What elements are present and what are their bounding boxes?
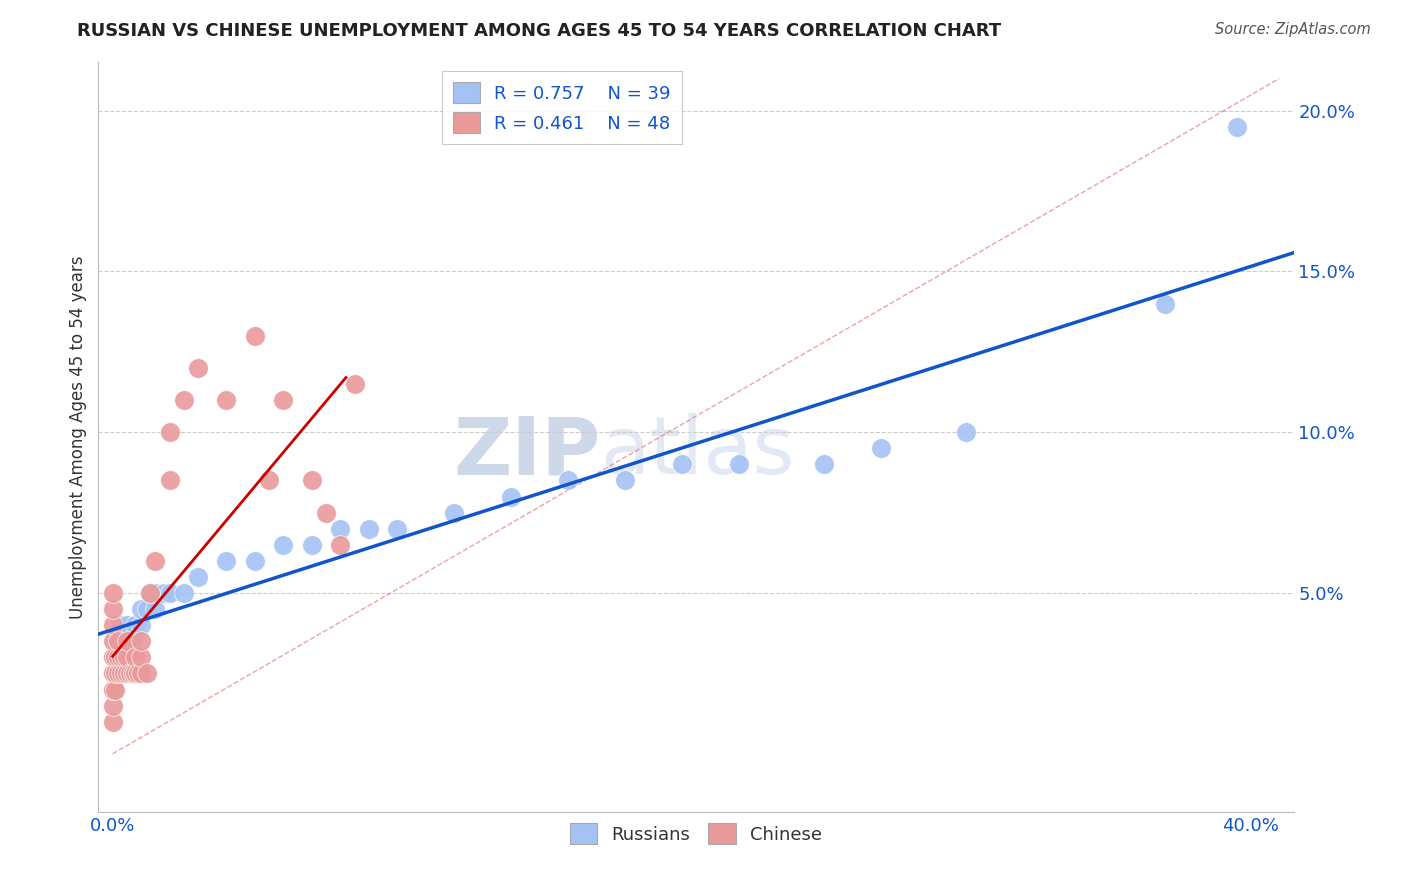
Point — [138, 586, 160, 600]
Point — [104, 666, 127, 681]
Point — [343, 377, 366, 392]
Point — [101, 634, 124, 648]
Point — [870, 442, 893, 456]
Point — [127, 666, 149, 681]
Point — [329, 522, 352, 536]
Point — [143, 602, 166, 616]
Point — [107, 650, 129, 665]
Point — [727, 458, 749, 472]
Point — [129, 602, 152, 616]
Text: Source: ZipAtlas.com: Source: ZipAtlas.com — [1215, 22, 1371, 37]
Point — [110, 666, 132, 681]
Point — [101, 682, 124, 697]
Point — [243, 554, 266, 568]
Point — [110, 618, 132, 632]
Point — [124, 650, 146, 665]
Point — [135, 602, 157, 616]
Point — [101, 714, 124, 729]
Point — [107, 650, 129, 665]
Point — [129, 634, 152, 648]
Point — [101, 698, 124, 713]
Point — [1226, 120, 1249, 134]
Point — [115, 618, 138, 632]
Point — [143, 554, 166, 568]
Point — [101, 650, 124, 665]
Point — [273, 538, 295, 552]
Point — [124, 666, 146, 681]
Point — [104, 682, 127, 697]
Point — [107, 666, 129, 681]
Point — [301, 474, 323, 488]
Point — [101, 650, 124, 665]
Point — [129, 618, 152, 632]
Point — [813, 458, 835, 472]
Point — [104, 666, 127, 681]
Point — [121, 634, 143, 648]
Point — [443, 506, 465, 520]
Point — [118, 634, 141, 648]
Point — [101, 666, 124, 681]
Point — [159, 474, 181, 488]
Point — [135, 666, 157, 681]
Point — [153, 586, 176, 600]
Point — [104, 650, 127, 665]
Point — [499, 490, 522, 504]
Text: ZIP: ZIP — [453, 413, 600, 491]
Point — [671, 458, 693, 472]
Point — [243, 328, 266, 343]
Point — [124, 618, 146, 632]
Point — [138, 586, 160, 600]
Point — [115, 666, 138, 681]
Point — [1154, 296, 1177, 310]
Point — [187, 360, 209, 375]
Point — [104, 650, 127, 665]
Text: atlas: atlas — [600, 413, 794, 491]
Point — [557, 474, 579, 488]
Point — [187, 570, 209, 584]
Point — [315, 506, 337, 520]
Point — [955, 425, 977, 440]
Point — [118, 666, 141, 681]
Point — [129, 666, 152, 681]
Point — [112, 650, 135, 665]
Point — [385, 522, 409, 536]
Point — [143, 586, 166, 600]
Point — [101, 666, 124, 681]
Point — [173, 586, 195, 600]
Point — [101, 618, 124, 632]
Point — [301, 538, 323, 552]
Point — [112, 666, 135, 681]
Point — [357, 522, 380, 536]
Point — [121, 666, 143, 681]
Point — [101, 682, 124, 697]
Point — [613, 474, 636, 488]
Text: RUSSIAN VS CHINESE UNEMPLOYMENT AMONG AGES 45 TO 54 YEARS CORRELATION CHART: RUSSIAN VS CHINESE UNEMPLOYMENT AMONG AG… — [77, 22, 1001, 40]
Point — [110, 650, 132, 665]
Point — [215, 554, 238, 568]
Point — [101, 602, 124, 616]
Point — [159, 586, 181, 600]
Y-axis label: Unemployment Among Ages 45 to 54 years: Unemployment Among Ages 45 to 54 years — [69, 255, 87, 619]
Point — [101, 586, 124, 600]
Point — [215, 393, 238, 408]
Point — [115, 634, 138, 648]
Point — [110, 634, 132, 648]
Point — [115, 650, 138, 665]
Point — [173, 393, 195, 408]
Point — [159, 425, 181, 440]
Point — [257, 474, 280, 488]
Point — [115, 634, 138, 648]
Legend: Russians, Chinese: Russians, Chinese — [562, 816, 830, 851]
Point — [112, 650, 135, 665]
Point — [329, 538, 352, 552]
Point — [273, 393, 295, 408]
Point — [107, 634, 129, 648]
Point — [129, 650, 152, 665]
